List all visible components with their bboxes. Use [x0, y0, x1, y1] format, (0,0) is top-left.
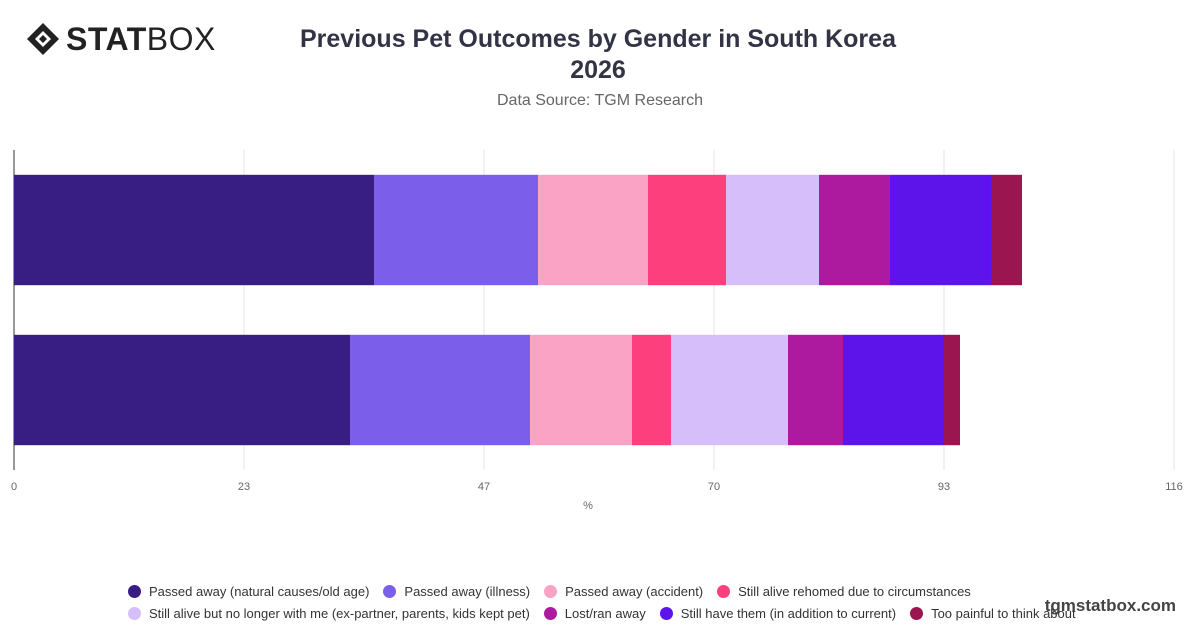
chart-title-line-1: Previous Pet Outcomes by Gender in South…	[300, 25, 896, 53]
bar-segment	[632, 334, 671, 446]
x-tick-label: 47	[478, 481, 490, 493]
bar-segment	[890, 174, 991, 286]
legend-swatch	[910, 606, 924, 620]
chart-subtitle: Data Source: TGM Research	[496, 92, 703, 109]
legend-item[interactable]: Still alive but no longer with me (ex-pa…	[128, 606, 530, 621]
bar-segment	[991, 174, 1022, 286]
legend-label: Passed away (natural causes/old age)	[149, 583, 370, 599]
logo-text-light: BOX	[146, 21, 216, 57]
legend-label: Passed away (accident)	[565, 583, 704, 599]
legend-row-1: Passed away (natural causes/old age) Pas…	[128, 580, 1088, 602]
statbox-diamond-icon	[27, 23, 59, 55]
legend-label: Still alive but no longer with me (ex-pa…	[149, 605, 530, 621]
legend-label: Passed away (illness)	[404, 583, 531, 599]
x-axis-label: %	[583, 500, 593, 512]
legend-swatch	[128, 584, 141, 598]
legend-item[interactable]: Still have them (in addition to current)	[659, 605, 897, 621]
bar-segment	[538, 174, 648, 286]
bar-segment	[843, 334, 944, 446]
legend-item[interactable]: Passed away (illness)	[383, 584, 530, 599]
bar-segment	[14, 334, 350, 446]
brand-logo: STATBOX	[26, 22, 216, 56]
legend-swatch	[659, 606, 673, 620]
bar-segment	[819, 174, 890, 286]
x-tick-label: 116	[1165, 481, 1183, 493]
legend-item[interactable]: Passed away (accident)	[544, 584, 703, 599]
chart-title-line-2: 2026	[570, 56, 626, 84]
legend-swatch	[717, 584, 731, 598]
x-tick-label: 70	[708, 481, 720, 493]
legend-swatch	[383, 584, 397, 598]
legend-label: Still have them (in addition to current)	[680, 605, 897, 621]
legend-label: Still alive rehomed due to circumstances	[738, 583, 971, 599]
bar-segment	[374, 174, 538, 286]
legend-swatch	[128, 606, 141, 620]
bar-segment	[648, 174, 726, 286]
logo-text-bold: STAT	[66, 21, 147, 57]
legend-item[interactable]: Passed away (natural causes/old age)	[128, 584, 369, 599]
bar-segment	[350, 334, 530, 446]
chart-title: Previous Pet Outcomes by Gender in South…	[0, 24, 1196, 86]
legend-swatch	[543, 606, 557, 620]
x-tick-label: 0	[11, 481, 17, 493]
legend-row-2: Still alive but no longer with me (ex-pa…	[128, 602, 1088, 624]
bar-segment	[944, 334, 960, 446]
legend-label: Too painful to think about	[931, 605, 1076, 621]
x-tick-label: 23	[238, 481, 250, 493]
legend-label: Lost/ran away	[564, 605, 646, 621]
legend: Passed away (natural causes/old age) Pas…	[128, 580, 1088, 624]
x-tick-label: 93	[938, 481, 950, 493]
bar-segment	[788, 334, 843, 446]
legend-item[interactable]: Lost/ran away	[543, 605, 646, 621]
legend-item[interactable]: Still alive rehomed due to circumstances	[717, 584, 971, 599]
bar-segment	[726, 174, 819, 286]
bar-segment	[671, 334, 788, 446]
bar-segment	[530, 334, 632, 446]
legend-item[interactable]: Too painful to think about	[910, 606, 1076, 621]
legend-swatch	[544, 584, 558, 598]
logo-wordmark: STATBOX	[66, 22, 216, 56]
bar-segment	[14, 174, 374, 286]
watermark: tgmstatbox.com	[1044, 596, 1176, 615]
